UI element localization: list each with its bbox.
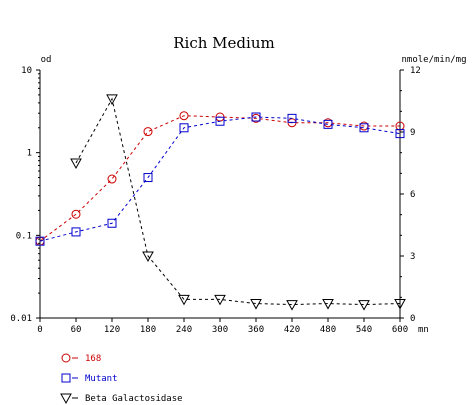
data-point — [214, 294, 226, 306]
data-point — [395, 129, 405, 139]
data-point — [179, 123, 189, 133]
data-point — [107, 218, 117, 228]
data-point — [323, 119, 333, 129]
x-tick-label: 480 — [320, 325, 336, 335]
data-point — [358, 300, 370, 311]
left-tick-label: 0.1 — [16, 231, 32, 241]
axes-group: 0 60 120 180 240 300 360 420 480 540 6000.010.1110… — [10, 66, 421, 335]
data-point — [287, 113, 297, 123]
chart-title: Rich Medium — [173, 34, 274, 52]
legend: 168 Mutant Beta Galactosidase — [60, 353, 183, 405]
right-tick-label: 6 — [410, 190, 415, 200]
series-line — [39, 115, 400, 242]
right-tick-label: 9 — [410, 128, 415, 138]
legend-item: 168 — [61, 353, 101, 364]
data-point — [250, 299, 262, 310]
data-point — [179, 111, 189, 121]
data-point — [359, 123, 369, 133]
data-point — [322, 299, 334, 310]
data-point — [71, 227, 81, 237]
legend-item: Beta Galactosidase — [60, 393, 183, 405]
right-tick-label: 12 — [410, 66, 421, 76]
legend-marker — [61, 353, 71, 363]
x-tick-label: 0 — [37, 325, 42, 335]
data-point — [71, 209, 81, 219]
series-1 — [35, 112, 405, 246]
x-tick-label: 360 — [248, 325, 264, 335]
x-tick-label: 180 — [140, 325, 156, 335]
legend-label: 168 — [85, 354, 101, 364]
data-point — [106, 94, 118, 105]
right-tick-label: 0 — [410, 314, 415, 324]
x-tick-label: 60 — [71, 325, 82, 335]
series-line — [39, 116, 401, 242]
series-line — [75, 97, 401, 306]
left-tick-label: 1 — [27, 149, 32, 159]
left-tick-label: 0.01 — [10, 314, 32, 324]
x-tick-label: 120 — [104, 325, 120, 335]
legend-marker — [61, 373, 71, 383]
data-point — [394, 299, 406, 310]
legend-item: Mutant — [61, 373, 118, 384]
data-point — [286, 300, 298, 311]
data-point — [70, 158, 82, 170]
data-point — [143, 127, 153, 137]
legend-marker — [60, 393, 72, 405]
x-tick-label: 420 — [284, 325, 300, 335]
series-layer — [35, 94, 406, 311]
data-point — [215, 116, 225, 126]
right-axis-unit: nmole/min/mg — [401, 55, 466, 65]
x-tick-label: 540 — [356, 325, 372, 335]
series-0 — [35, 111, 405, 246]
x-tick-label: 300 — [212, 325, 228, 335]
left-tick-label: 10 — [21, 66, 32, 76]
data-point — [251, 112, 261, 122]
legend-label: Mutant — [85, 374, 118, 384]
data-point — [178, 294, 190, 306]
right-tick-label: 3 — [410, 252, 415, 262]
left-axis-unit: od — [41, 55, 52, 65]
series-2 — [70, 94, 406, 311]
x-tick-label: 600 — [392, 325, 408, 335]
legend-label: Beta Galactosidase — [85, 394, 183, 404]
x-axis-unit: mn — [418, 325, 429, 335]
x-tick-label: 240 — [176, 325, 192, 335]
data-point — [107, 174, 117, 184]
data-point — [143, 173, 153, 183]
data-point — [35, 236, 45, 246]
data-point — [142, 251, 154, 263]
